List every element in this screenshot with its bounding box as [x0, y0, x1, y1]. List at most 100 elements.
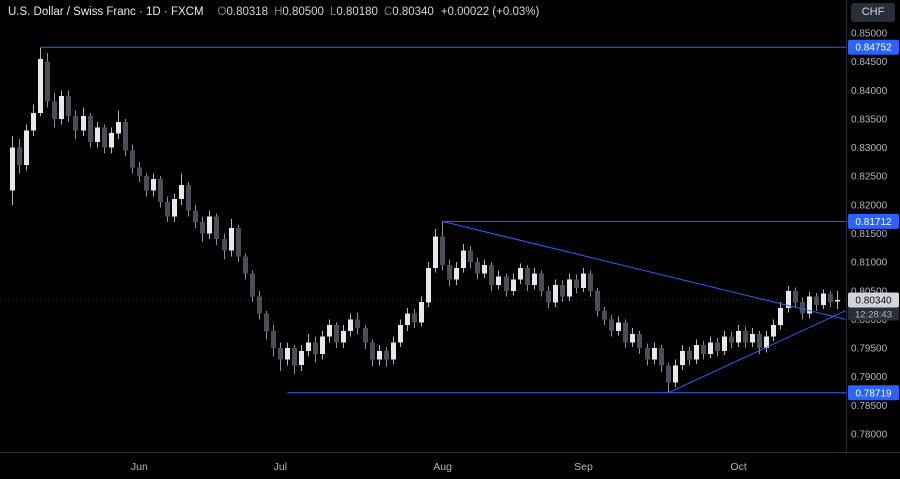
- candle-down: [271, 330, 276, 349]
- price-tick-label: 0.84000: [851, 86, 888, 97]
- candle-down: [355, 319, 360, 328]
- candle-down: [102, 127, 107, 148]
- candle-down: [334, 325, 339, 343]
- price-tick-label: 0.85000: [851, 29, 888, 40]
- candle-down: [222, 239, 227, 251]
- candle-down: [370, 342, 375, 360]
- candle-up: [630, 333, 635, 343]
- candle-down: [539, 273, 544, 291]
- candle-down: [440, 236, 445, 265]
- candle-up: [581, 273, 586, 288]
- candle-down: [130, 150, 135, 168]
- candle-down: [165, 202, 170, 217]
- candle-up: [419, 302, 424, 323]
- candle-up: [567, 279, 572, 297]
- candle-down: [186, 184, 191, 211]
- low-label: L: [329, 6, 337, 18]
- candle-up: [454, 267, 459, 280]
- candle-down: [701, 345, 706, 354]
- price-level-badge-label: 0.78719: [855, 388, 892, 399]
- candle-up: [482, 265, 487, 274]
- candle-down: [214, 216, 219, 240]
- candle-up: [341, 330, 346, 343]
- candle-down: [666, 365, 671, 383]
- time-tick-label: Sep: [574, 461, 593, 473]
- candle-down: [236, 227, 241, 257]
- candle-up: [179, 184, 184, 200]
- candle-up: [207, 216, 212, 234]
- price-level-badge[interactable]: [848, 39, 899, 55]
- candle-down: [66, 96, 71, 116]
- candle-up: [771, 325, 776, 337]
- currency-button[interactable]: CHF: [851, 3, 895, 22]
- candle-down: [743, 330, 748, 343]
- price-tick-label: 0.78500: [851, 401, 888, 412]
- candle-down: [73, 116, 78, 131]
- price-level-badge[interactable]: [848, 213, 899, 229]
- candle-down: [560, 285, 565, 297]
- countdown-badge-label: 12:28:43: [855, 310, 892, 321]
- candle-down: [123, 121, 128, 151]
- candle-up: [433, 236, 438, 268]
- change-value: +0.00022 (+0.03%): [440, 6, 540, 18]
- candle-up: [778, 308, 783, 326]
- price-tick-label: 0.80500: [851, 286, 888, 297]
- candle-up: [673, 365, 678, 383]
- candle-up: [24, 130, 29, 165]
- countdown-badge: [848, 307, 899, 321]
- candle-up: [496, 276, 501, 286]
- candle-down: [158, 179, 163, 202]
- symbol-title[interactable]: U.S. Dollar / Swiss Franc · 1D · FXCM: [8, 6, 204, 18]
- candle-down: [715, 342, 720, 351]
- price-tick-label: 0.81000: [851, 258, 888, 269]
- trendline[interactable]: [667, 310, 846, 394]
- candle-up: [398, 325, 403, 343]
- high-label: H: [274, 6, 283, 18]
- candle-down: [659, 348, 664, 366]
- candle-down: [814, 296, 819, 306]
- candle-down: [313, 342, 318, 354]
- candle-down: [45, 61, 50, 102]
- candle-up: [10, 147, 15, 191]
- candle-up: [377, 350, 382, 360]
- price-tick-label: 0.79500: [851, 344, 888, 355]
- price-level-badge[interactable]: [848, 385, 899, 401]
- candle-down: [504, 276, 509, 291]
- candle-up: [405, 313, 410, 326]
- candle-down: [645, 348, 650, 360]
- price-tick-label: 0.79000: [851, 372, 888, 383]
- time-tick-label: Aug: [433, 461, 452, 473]
- candle-up: [95, 127, 100, 142]
- candle-down: [637, 333, 642, 349]
- candle-down: [489, 265, 494, 285]
- candle-up: [518, 267, 523, 280]
- candle-down: [278, 348, 283, 360]
- candle-down: [574, 279, 579, 288]
- candle-up: [59, 96, 64, 119]
- candle-down: [729, 336, 734, 343]
- candle-down: [609, 319, 614, 331]
- candle-up: [694, 345, 699, 360]
- candle-up: [764, 336, 769, 349]
- price-level-badge-label: 0.84752: [855, 43, 892, 54]
- candle-down: [292, 348, 297, 366]
- time-tick-label: Jun: [131, 461, 148, 473]
- candle-up: [835, 300, 840, 302]
- candle-up: [299, 350, 304, 366]
- candle-up: [285, 348, 290, 360]
- price-level-badge-label: 0.81712: [855, 217, 892, 228]
- candle-up: [229, 227, 234, 251]
- candle-up: [708, 342, 713, 354]
- last-price-badge[interactable]: [848, 292, 899, 308]
- candle-up: [116, 121, 121, 134]
- candle-up: [786, 290, 791, 308]
- candle-down: [828, 293, 833, 303]
- candle-down: [257, 296, 262, 314]
- time-tick-label: Oct: [730, 461, 746, 473]
- candle-up: [616, 322, 621, 331]
- candle-down: [17, 147, 22, 165]
- trendline[interactable]: [442, 220, 846, 320]
